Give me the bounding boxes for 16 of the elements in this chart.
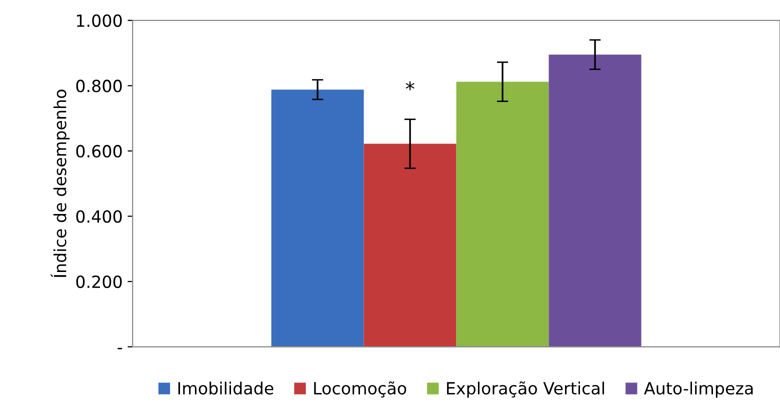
bar (271, 90, 364, 347)
annotation: * (406, 81, 414, 90)
y-tick-label: 0.600 (76, 144, 122, 158)
y-tick-label: 1.000 (76, 14, 122, 27)
y-tick-label: 0.800 (76, 80, 122, 92)
y-tick-label: 0.400 (76, 210, 122, 223)
bar (456, 82, 549, 347)
y-axis-title: Índice de desempenho (50, 90, 70, 278)
legend-label: Auto-limpeza (644, 382, 753, 398)
y-tick-label: 0.200 (76, 275, 122, 288)
bar (548, 54, 642, 347)
legend-label: Exploração Vertical (447, 381, 604, 398)
bar (364, 144, 456, 347)
legend-label: Imobilidade (178, 382, 274, 395)
y-tick-label: - (118, 348, 122, 350)
legend-label: Locomoção (314, 381, 406, 398)
